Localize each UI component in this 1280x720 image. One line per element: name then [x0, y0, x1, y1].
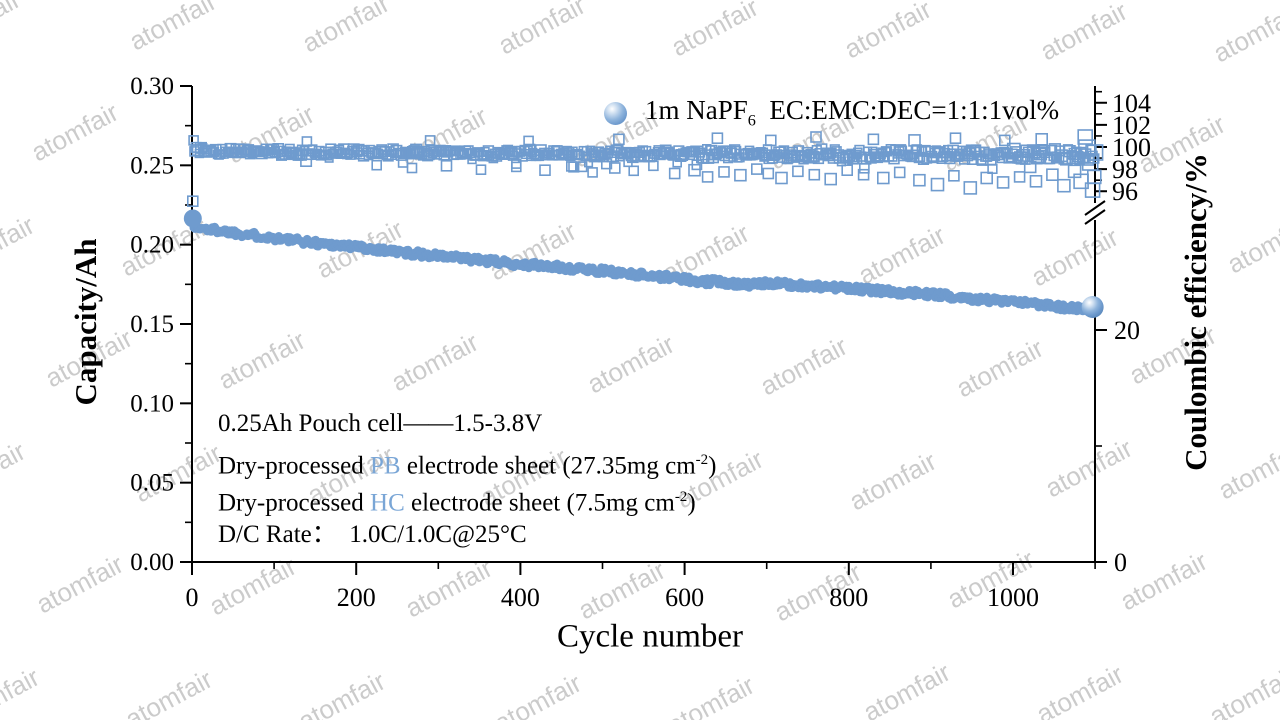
svg-text:0: 0 [186, 583, 199, 612]
legend-label: 1m NaPF6 EC:EMC:DEC=1:1:1vol% [645, 95, 1060, 130]
svg-text:0.20: 0.20 [130, 232, 174, 259]
annotation-line-4: D/C Rate： 1.0C/1.0C@25°C [218, 521, 527, 548]
legend-sphere-marker-icon [604, 101, 627, 125]
svg-text:0.00: 0.00 [130, 549, 174, 576]
left-axis-title: Capacity/Ah [68, 238, 103, 406]
svg-text:200: 200 [337, 583, 376, 612]
svg-text:102: 102 [1112, 111, 1151, 140]
svg-text:600: 600 [665, 583, 704, 612]
annotation-line-1: 0.25Ah Pouch cell——1.5-3.8V [218, 410, 543, 437]
svg-text:0.15: 0.15 [130, 311, 174, 338]
svg-text:96: 96 [1112, 177, 1138, 206]
x-axis-title: Cycle number [556, 618, 744, 655]
svg-text:0.25: 0.25 [130, 152, 174, 179]
svg-text:1000: 1000 [987, 583, 1039, 612]
svg-text:0: 0 [1114, 548, 1127, 577]
svg-text:0.30: 0.30 [130, 73, 174, 100]
axes: 0.000.050.100.150.200.250.300 200 400 600 80… [130, 73, 1151, 612]
annotation-line-3: Dry-processed HC electrode sheet (7.5mg … [218, 489, 696, 517]
legend: 1m NaPF6 EC:EMC:DEC=1:1:1vol% [604, 95, 1060, 130]
svg-text:0.10: 0.10 [130, 390, 174, 417]
svg-text:100: 100 [1112, 133, 1151, 162]
svg-text:20: 20 [1114, 316, 1140, 345]
svg-text:98: 98 [1112, 155, 1138, 184]
svg-text:104: 104 [1112, 89, 1151, 118]
right-axis-title: Coulombic efficiency/% [1178, 153, 1213, 471]
svg-text:400: 400 [501, 583, 540, 612]
data-points [183, 129, 1104, 319]
annotation-block: 0.25Ah Pouch cell——1.5-3.8V Dry-processed… [218, 405, 717, 553]
annotation-line-2: Dry-processed PB electrode sheet (27.35m… [218, 452, 717, 480]
svg-text:800: 800 [829, 583, 868, 612]
svg-text:0.05: 0.05 [130, 470, 174, 497]
